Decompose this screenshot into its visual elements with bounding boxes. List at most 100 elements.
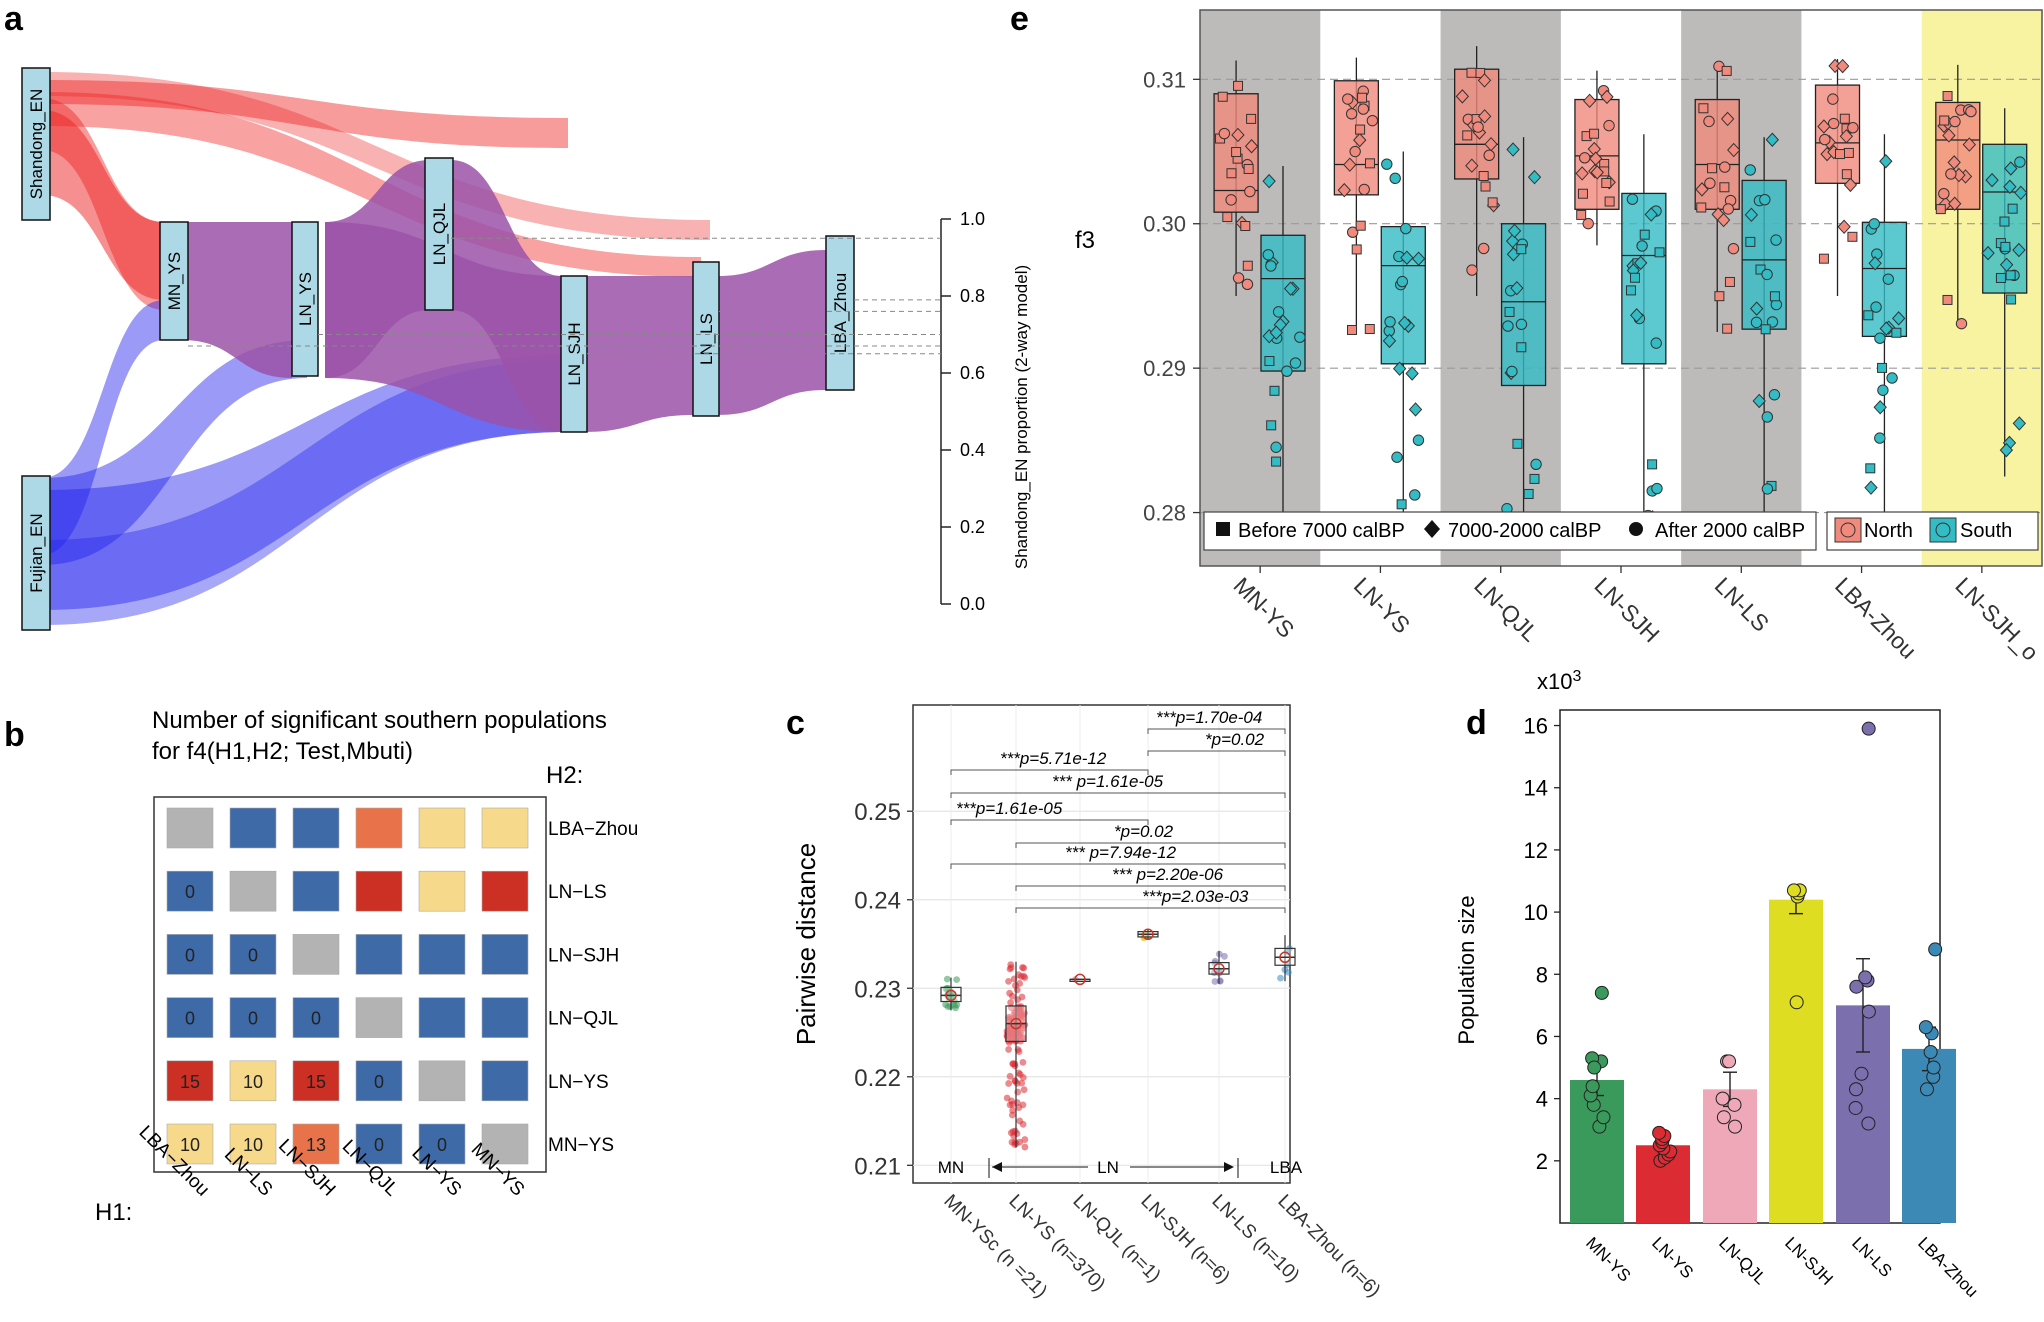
c-data-point <box>1013 986 1021 994</box>
d-ytick-label: 16 <box>1524 714 1548 739</box>
e-point-diamond <box>1506 142 1520 157</box>
heat-cell <box>292 997 340 1038</box>
sankey-flow-fujian-to-mnys <box>42 300 164 555</box>
c-data-point <box>1020 1086 1028 1094</box>
sankey-flow-mnys-to-lnys <box>182 222 292 378</box>
c-period-ln: LN <box>1097 1158 1119 1177</box>
e-point-circle <box>1270 441 1282 453</box>
sankey-flow-shandong-to-lnqjl <box>42 80 568 148</box>
e-point-circle <box>1719 161 1731 173</box>
e-point-square <box>1523 488 1534 499</box>
e-point-square <box>1347 324 1358 335</box>
d-ytick-label: 2 <box>1536 1149 1548 1174</box>
e-point-square <box>1654 247 1665 258</box>
e-point-square <box>1516 342 1527 353</box>
e-point-square <box>1942 294 1953 305</box>
sankey-node-LN_LS <box>692 261 720 417</box>
e-point-square <box>2006 294 2017 305</box>
c-mean-marker <box>1010 1017 1022 1030</box>
e-point-circle <box>1265 260 1277 272</box>
e-point-diamond <box>1477 109 1492 124</box>
c-significance-label: ***p=1.70e-04 <box>1156 708 1262 727</box>
e-point-square <box>1865 463 1876 474</box>
e-point-circle <box>1262 249 1274 261</box>
d-xtick-label: LN-QJL <box>1715 1233 1770 1288</box>
c-significance-bracket <box>1015 842 1286 848</box>
e-point-square <box>2005 270 2016 281</box>
e-point-diamond <box>1879 321 1893 336</box>
c-significance-bracket <box>1015 907 1286 913</box>
heat-cell-value: 13 <box>306 1135 326 1155</box>
sankey-flow-fujian-to-lnsjh <box>42 355 568 610</box>
c-data-point <box>1211 978 1219 985</box>
d-data-point <box>1786 883 1801 898</box>
c-data-point <box>1005 1046 1013 1053</box>
e-xtick-label: LN-YS <box>1349 572 1415 638</box>
c-ytick-label: 0.24 <box>854 888 901 915</box>
e-point-circle <box>1626 193 1639 205</box>
e-point-diamond <box>1392 361 1407 376</box>
e-point-circle <box>1389 172 1401 185</box>
heat-cell <box>229 1060 277 1102</box>
e-point-square <box>1246 113 1257 124</box>
e-point-square <box>1847 231 1858 242</box>
e-point-square <box>1891 327 1902 338</box>
e-point-square <box>1233 80 1244 91</box>
e-point-diamond <box>1630 308 1644 323</box>
e-point-diamond <box>1582 93 1597 109</box>
e-point-diamond <box>1752 393 1766 409</box>
e-point-circle <box>1281 365 1293 377</box>
d-data-point <box>1594 985 1609 1000</box>
e-point-diamond <box>2014 185 2028 201</box>
e-point-circle <box>1472 121 1484 133</box>
e-point-square <box>1577 188 1588 199</box>
d-data-point <box>1861 721 1876 736</box>
panel-e-chart: 0.28 0.29 0.30 0.31 MN-YS LN-YS LN-QJL LN-SJH L… <box>1075 9 2044 666</box>
e-point-diamond <box>1244 139 1259 154</box>
e-point-circle <box>1877 384 1889 396</box>
panel-d-chart: 2 4 6 8 10 12 14 16 MN-YS LN-YS LN-QJL LN-SJH LN-LS… <box>1454 668 1982 1301</box>
e-point-circle <box>1241 278 1254 291</box>
sankey-node-Fujian_EN <box>21 475 51 631</box>
sankey-node-LN_QJL <box>424 157 454 311</box>
e-point-diamond <box>1231 127 1245 143</box>
sankey-node-LN_YS <box>291 221 319 377</box>
e-point-circle <box>1381 158 1393 170</box>
e-point-square <box>1721 65 1732 76</box>
e-point-square <box>1504 306 1515 317</box>
e-point-square <box>1240 221 1251 232</box>
sankey-flow-fujian-to-lnsjh-lower <box>42 360 568 625</box>
heat-row-label: LN−SJH <box>548 945 619 966</box>
e-point-diamond <box>1864 480 1878 495</box>
e-point-square <box>1364 323 1375 334</box>
d-data-point <box>1861 1116 1876 1131</box>
e-point-diamond <box>1507 223 1522 239</box>
heat-cell <box>166 1060 214 1102</box>
e-point-circle <box>1478 242 1490 255</box>
c-data-point <box>1003 1027 1011 1035</box>
e-box-north <box>1814 84 1861 184</box>
sankey-node-LBA_Zhou <box>825 235 855 391</box>
e-point-square <box>1271 456 1282 467</box>
e-point-diamond <box>1455 89 1470 104</box>
e-point-square <box>1226 168 1237 179</box>
multiplier-exponent: 3 <box>1572 668 1581 685</box>
e-point-circle <box>1466 264 1478 276</box>
heat-cell <box>292 934 340 975</box>
e-point-circle <box>1506 365 1518 378</box>
e-point-square <box>1834 149 1845 160</box>
heat-row-label: LBA−Zhou <box>548 819 638 840</box>
e-point-square <box>1707 163 1718 174</box>
e-point-diamond <box>1744 207 1759 223</box>
e-ytick-label: 0.31 <box>1143 67 1186 92</box>
e-point-circle <box>1358 183 1370 196</box>
sankey-node-label: LN_QJL <box>430 203 449 265</box>
d-data-point <box>1861 1004 1876 1019</box>
e-point-square <box>1999 216 2010 227</box>
heat-cell <box>166 1123 214 1165</box>
e-point-diamond <box>2003 179 2017 195</box>
sankey-flow-fujian-to-lnys <box>42 340 307 565</box>
e-point-diamond <box>2012 242 2026 258</box>
heat-cell <box>166 807 214 849</box>
e-point-circle <box>1357 103 1369 115</box>
